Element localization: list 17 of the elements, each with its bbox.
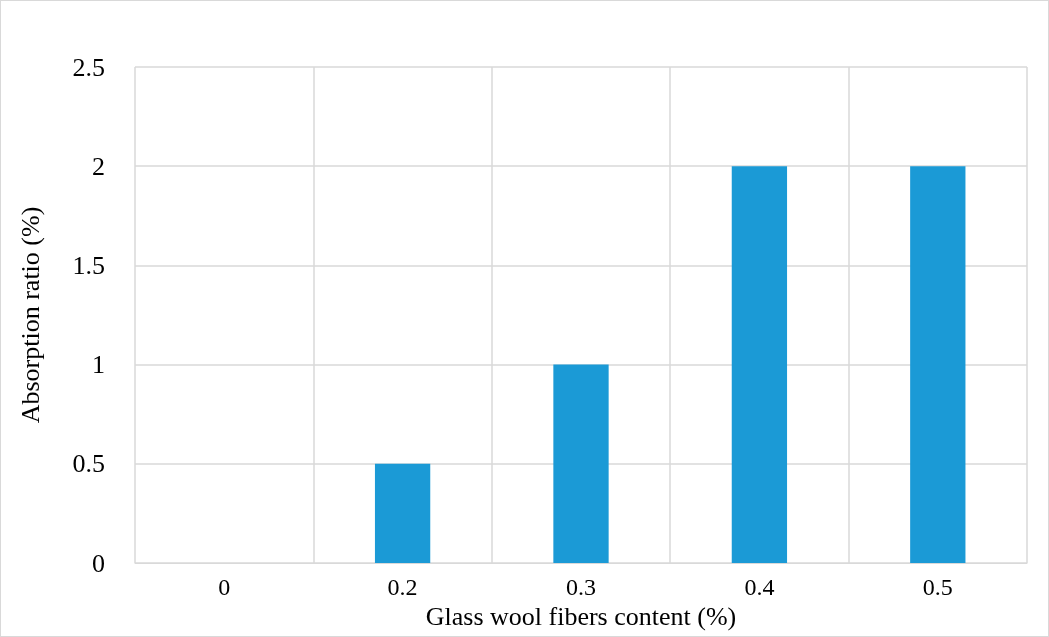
x-tick-label: 0.5 [922,574,953,600]
y-tick-label: 0 [92,548,105,578]
bar [910,166,966,563]
x-tick-label: 0.4 [744,574,775,600]
y-tick-label: 1.5 [72,250,105,280]
x-tick-label: 0 [218,574,231,600]
bar [731,166,788,563]
y-tick-label: 2.5 [72,52,105,82]
x-tick-label: 0.2 [387,574,418,600]
y-tick-label: 1 [92,350,105,380]
bar [553,364,609,563]
y-axis-title: Absorption ratio (%) [15,206,45,424]
x-axis-title: Glass wool fibers content (%) [425,602,737,632]
y-tick-label: 0.5 [72,449,105,479]
x-tick-label: 0.3 [566,574,596,600]
bar [374,463,431,563]
y-tick-label: 2 [92,151,105,181]
